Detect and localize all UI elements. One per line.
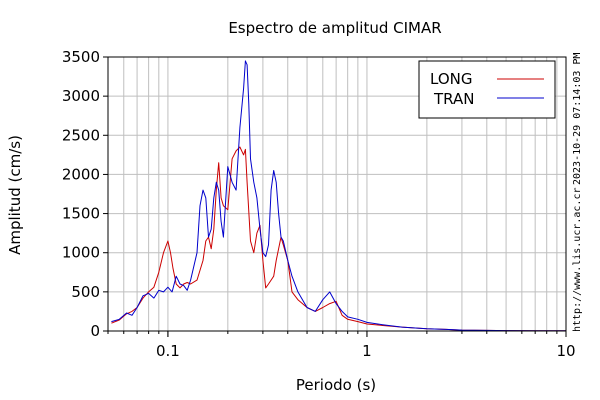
source-url-label: http://www.lis.ucr.ac.cr	[572, 187, 583, 333]
y-tick-label: 1500	[62, 205, 100, 223]
y-tick-label: 2500	[62, 126, 100, 144]
legend-label-long: LONG	[430, 70, 472, 88]
y-tick-label: 1000	[62, 244, 100, 262]
y-tick-label: 500	[71, 283, 100, 301]
legend: LONG TRAN	[418, 60, 556, 119]
plot-frame	[107, 56, 567, 332]
x-axis-label: Periodo (s)	[296, 376, 376, 394]
x-tick-label: 0.1	[156, 342, 180, 360]
legend-box	[418, 60, 556, 119]
y-tick-label: 0	[90, 322, 100, 340]
y-tick-label: 3500	[62, 48, 100, 66]
chart-title: Espectro de amplitud CIMAR	[228, 19, 441, 37]
series-lines	[111, 60, 566, 332]
series-line-tran	[111, 60, 566, 332]
series-line-long	[111, 146, 566, 332]
x-tick-label: 1	[362, 342, 372, 360]
y-tick-label: 3000	[62, 87, 100, 105]
y-axis: 0 500 1000 1500 2000 2500 3000 3500	[62, 48, 108, 340]
x-axis: 0.1 1 10	[107, 331, 576, 360]
timestamp-label: 2023-10-29 07:14:03 PM	[572, 52, 583, 185]
legend-label-tran: TRAN	[433, 90, 474, 108]
y-axis-label: Amplitud (cm/s)	[6, 135, 24, 255]
y-tick-label: 2000	[62, 165, 100, 183]
x-tick-label: 10	[556, 342, 575, 360]
